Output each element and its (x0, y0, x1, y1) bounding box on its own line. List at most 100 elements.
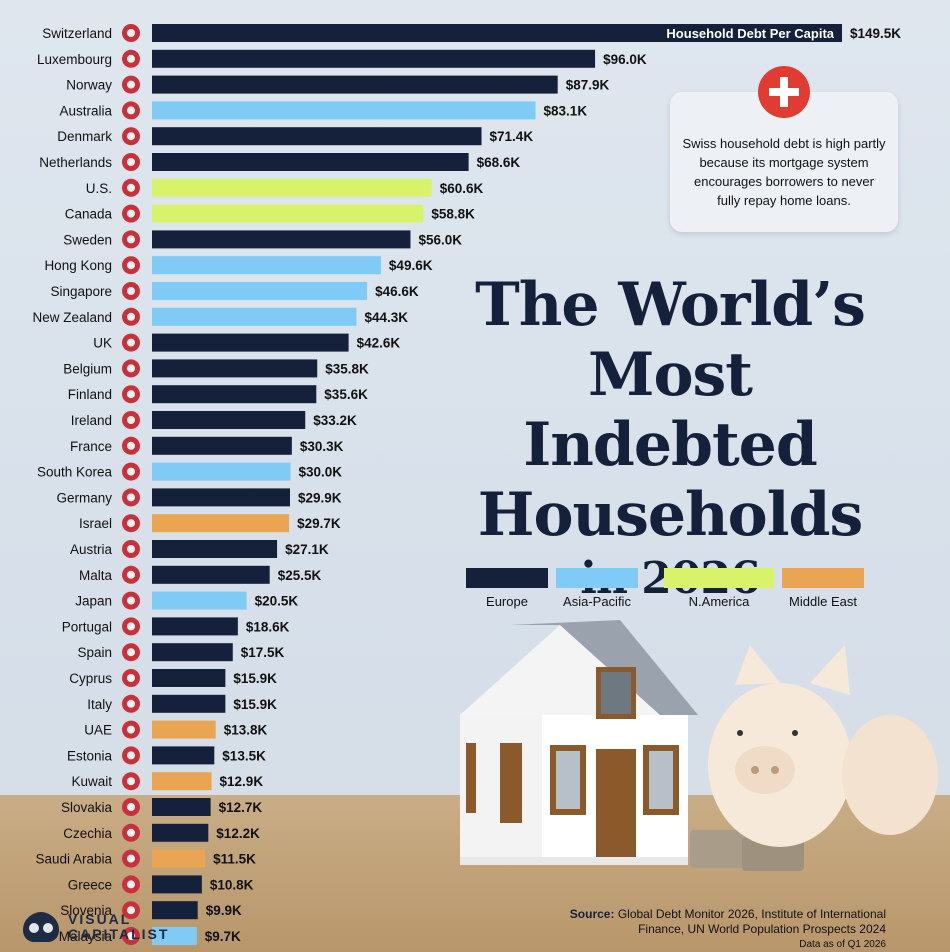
country-label-denmark: Denmark (57, 129, 112, 144)
country-label-kuwait: Kuwait (71, 774, 112, 789)
country-label-portugal: Portugal (62, 619, 112, 634)
piggy-ear-right (810, 645, 850, 695)
bar-finland (152, 385, 317, 404)
country-label-hong-kong: Hong Kong (44, 258, 112, 273)
house-roof-side (510, 620, 698, 715)
value-label-hong-kong: $49.6K (389, 258, 433, 273)
bar-slovenia (152, 901, 198, 920)
value-label-south-korea: $30.0K (298, 465, 342, 480)
bar-canada (152, 204, 424, 223)
legend-label-europe: Europe (486, 594, 528, 609)
flag-icon-center-denmark (127, 132, 135, 141)
bar-france (152, 436, 292, 455)
bar-ireland (152, 411, 306, 429)
country-label-luxembourg: Luxembourg (37, 52, 112, 67)
value-label-portugal: $18.6K (246, 619, 290, 634)
page-title: The World’s Most Indebted Households in … (440, 270, 900, 608)
flag-icon-center-germany (127, 493, 135, 502)
value-label-japan: $20.5K (255, 594, 299, 609)
legend-swatch-middle-east (782, 568, 864, 588)
flag-icon-center-france (127, 441, 135, 450)
series-label: Household Debt Per Capita (666, 26, 834, 41)
bar-spain (152, 643, 233, 662)
bar-czechia (152, 823, 209, 842)
flag-icon-center-finland (127, 390, 135, 399)
value-label-finland: $35.6K (324, 387, 368, 402)
logo-mark-icon (23, 912, 59, 942)
bar-greece (152, 875, 202, 894)
bar-south-korea (152, 462, 291, 481)
legend: Europe Asia-Pacific N.America Middle Eas… (466, 568, 866, 609)
flag-icon-center-belgium (127, 364, 135, 373)
bar-new-zealand (152, 307, 357, 326)
country-label-saudi-arabia: Saudi Arabia (35, 852, 112, 867)
country-label-cyprus: Cyprus (69, 671, 112, 686)
legend-item-north-america: N.America (664, 568, 774, 609)
piggy-nostril-left (751, 766, 759, 774)
value-label-uae: $13.8K (224, 723, 268, 738)
visual-capitalist-logo: VISUAL CAPITALIST (20, 908, 180, 946)
piggy-snout (735, 746, 795, 794)
house-window-side (500, 743, 522, 823)
country-label-switzerland: Switzerland (42, 26, 112, 41)
value-label-malta: $25.5K (278, 568, 322, 583)
callout-text: Swiss household debt is high partly beca… (682, 136, 886, 208)
country-label-italy: Italy (87, 697, 112, 712)
title-line-2: Most Indebted (523, 340, 818, 480)
flag-icon-center-japan (127, 596, 135, 605)
legend-label-north-america: N.America (688, 594, 750, 609)
country-label-slovakia: Slovakia (61, 800, 113, 815)
bar-switzerland (152, 24, 842, 42)
value-label-italy: $15.9K (233, 697, 277, 712)
bar-israel (152, 514, 290, 533)
legend-swatch-asia-pacific (556, 568, 638, 588)
value-label-greece: $10.8K (210, 877, 254, 892)
legend-swatch-north-america (664, 568, 774, 588)
bar-italy (152, 694, 226, 713)
value-label-saudi-arabia: $11.5K (213, 852, 256, 867)
flag-icon-center-italy (127, 699, 135, 708)
flag-icon-center-singapore (127, 287, 135, 295)
country-label-malta: Malta (79, 568, 113, 583)
house-glass-front-right (649, 751, 673, 809)
bar-portugal (152, 617, 238, 636)
country-label-austria: Austria (70, 542, 113, 557)
bar-austria (152, 540, 278, 558)
flag-icon-center-switzerland (127, 29, 135, 37)
value-label-singapore: $46.6K (375, 284, 419, 299)
country-label-israel: Israel (79, 516, 112, 531)
value-label-france: $30.3K (300, 439, 344, 454)
bar-malta (152, 565, 270, 584)
country-label-germany: Germany (56, 490, 112, 505)
flag-icon-center-cyprus (127, 674, 135, 682)
bar-kuwait (152, 772, 212, 791)
country-label-south-korea: South Korea (37, 465, 113, 480)
flag-icon-center-israel (127, 519, 135, 528)
bar-malaysia (152, 927, 197, 945)
flag-icon-center-australia (127, 106, 135, 115)
bar-norway (152, 75, 558, 94)
value-label-new-zealand: $44.3K (364, 310, 408, 325)
logo-line-2: CAPITALIST (68, 926, 170, 942)
flag-icon-center-saudi-arabia (127, 854, 135, 863)
piggy-nostril-right (771, 766, 779, 774)
value-label-uk: $42.6K (357, 336, 401, 351)
coin-stack-1 (690, 830, 748, 868)
value-label-denmark: $71.4K (490, 129, 534, 144)
title-line-1: The World’s (475, 270, 866, 340)
bar-japan (152, 591, 247, 610)
flag-icon-center-czechia (127, 828, 135, 837)
value-label-luxembourg: $96.0K (603, 52, 647, 67)
source-text: Global Debt Monitor 2026, Institute of I… (617, 907, 886, 936)
swiss-flag-icon (758, 66, 810, 118)
value-label-slovenia: $9.9K (206, 903, 242, 918)
country-label-belgium: Belgium (63, 361, 112, 376)
country-label-malaysia: Malaysia (59, 929, 113, 944)
bar-belgium (152, 359, 318, 378)
bar-sweden (152, 230, 411, 249)
house-and-piggy-illustration (460, 620, 938, 871)
source-label: Source: (569, 907, 615, 921)
flag-icon-center-kuwait (127, 777, 135, 786)
flag-icon-center-ireland (127, 416, 135, 424)
value-label-kuwait: $12.9K (220, 774, 264, 789)
